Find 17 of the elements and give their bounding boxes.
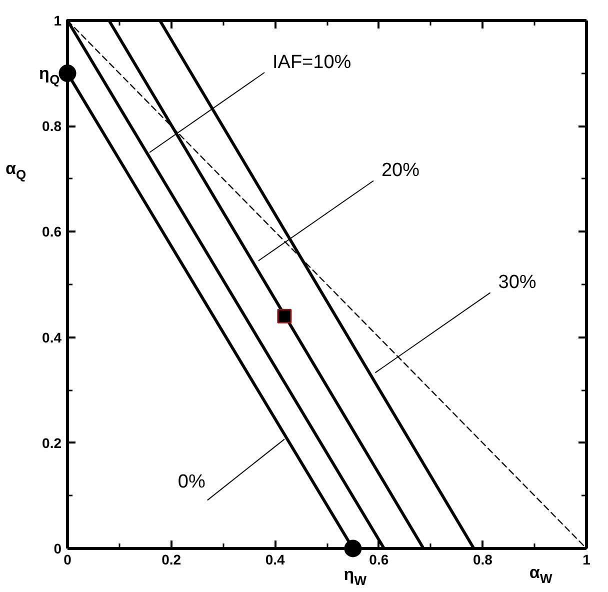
annotation: IAF=10% — [272, 52, 352, 73]
y-tick-label: 1 — [54, 12, 62, 28]
x-tick-label: 0.8 — [472, 552, 493, 568]
annotation: 20% — [381, 160, 420, 182]
x-tick-label: 1 — [582, 552, 591, 568]
y-tick-label: 0.6 — [42, 224, 62, 240]
y-tick-label: 0.4 — [42, 329, 62, 346]
y-tick-label: 0.2 — [42, 434, 62, 451]
x-tick-label: 0.2 — [162, 552, 182, 568]
x-tick-label: 0.4 — [265, 552, 286, 568]
point — [277, 308, 292, 324]
annotation: 0% — [178, 472, 206, 493]
x-tick-label: 0.6 — [369, 552, 389, 568]
y-tick-label: 0.8 — [42, 118, 62, 134]
x-tick-label: 0 — [64, 552, 72, 568]
y-tick-label: 0 — [54, 540, 62, 556]
annotation: 30% — [498, 272, 536, 294]
